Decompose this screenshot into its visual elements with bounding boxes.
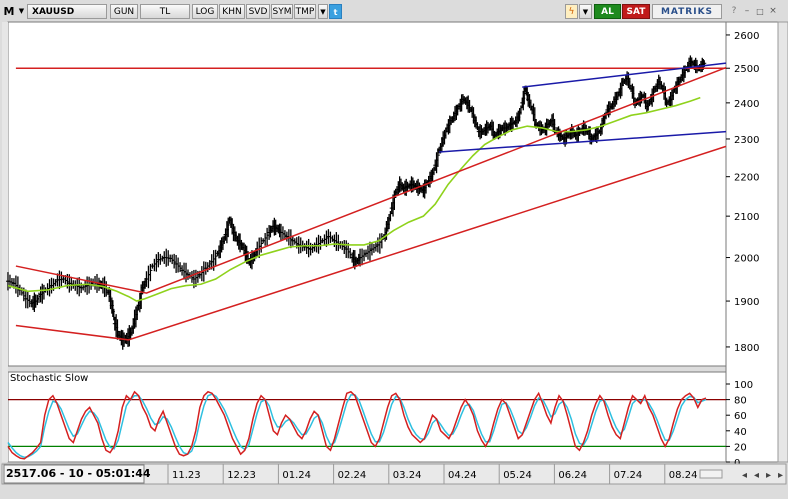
sell-button[interactable]: SAT (622, 4, 650, 19)
khn-button[interactable]: KHN (219, 4, 245, 19)
oscillator-axis-label: 20 (734, 442, 747, 453)
help-icon[interactable]: ? (731, 6, 737, 16)
time-axis-label: 05.24 (503, 470, 532, 481)
tmp-button[interactable]: TMP (294, 4, 316, 19)
price-axis-label: 2400 (734, 99, 759, 110)
time-axis-label: 02.24 (338, 470, 367, 481)
currency-tl-button[interactable]: TL (140, 4, 190, 19)
y-axis-panel (725, 21, 779, 463)
scroll-arrow-icon[interactable]: ◂ (754, 470, 759, 481)
scroll-arrow-icon[interactable]: ◂ (742, 470, 747, 481)
time-axis-label: 04.24 (448, 470, 477, 481)
price-axis-label: 1900 (734, 297, 759, 308)
time-axis-label: 08.24 (669, 470, 698, 481)
triangle-upper-trendline (522, 62, 727, 88)
lightning-icon[interactable]: ϟ (565, 4, 578, 19)
cursor-readout-box (3, 464, 145, 484)
oscillator-axis-label: 100 (734, 380, 753, 391)
options-dropdown-icon[interactable]: ▼ (579, 4, 592, 19)
oscillator-axis-label: 80 (734, 396, 747, 407)
oscillator-axis-label: 60 (734, 411, 747, 422)
price-axis-label: 1800 (734, 343, 759, 354)
matriks-logo: MATRIKS (652, 4, 722, 19)
oscillator-plot-area (7, 371, 727, 463)
close-icon[interactable]: × (769, 6, 777, 16)
time-axis-bar (1, 463, 787, 485)
log-scale-button[interactable]: LOG (192, 4, 218, 19)
time-axis-label: 12.23 (227, 470, 256, 481)
time-axis-label: 11.23 (172, 470, 201, 481)
oscillator-axis-label: 40 (734, 427, 747, 438)
vertical-scrollbar (777, 21, 788, 463)
oscillator-title: Stochastic Slow (10, 373, 88, 384)
price-axis-label: 2000 (734, 254, 759, 265)
period-gun-button[interactable]: GUN (110, 4, 138, 19)
cursor-readout: 2517.06 - 10 - 05:01:44 (6, 467, 151, 480)
time-axis-label: 01.24 (282, 470, 311, 481)
scroll-arrow-icon[interactable]: ▸ (778, 470, 783, 481)
triangle-lower-trendline (439, 130, 727, 153)
price-plot-area (7, 21, 727, 367)
chart-toolbar: M ▼ XAUUSD GUN TL LOG KHN SVD SYM TMP ▼ … (0, 4, 788, 21)
symbol-dropdown-icon[interactable]: ▼ (18, 7, 25, 15)
buy-button[interactable]: AL (594, 4, 621, 19)
tmp-dropdown-icon[interactable]: ▼ (318, 4, 328, 19)
sym-button[interactable]: SYM (271, 4, 293, 19)
svd-button[interactable]: SVD (246, 4, 270, 19)
price-axis-label: 2200 (734, 173, 759, 184)
stochastic-k-line (7, 390, 707, 460)
horizontal-scroll-thumb (699, 469, 723, 479)
price-axis-label: 2100 (734, 212, 759, 223)
scroll-arrow-icon[interactable]: ▸ (766, 470, 771, 481)
twitter-icon[interactable]: t (329, 4, 342, 19)
lower-channel-trendline (15, 145, 727, 341)
time-axis-label: 03.24 (393, 470, 422, 481)
left-gutter (2, 22, 8, 462)
upper-channel-trendline (15, 66, 727, 294)
price-axis-label: 2500 (734, 64, 759, 75)
maximize-icon[interactable]: □ (756, 7, 764, 16)
time-axis-label: 07.24 (614, 470, 643, 481)
symbol-field[interactable]: XAUUSD (27, 4, 107, 19)
minimize-icon[interactable]: – (744, 6, 750, 16)
stochastic-d-line (7, 393, 707, 459)
time-axis-label: 06.24 (558, 470, 587, 481)
moving-average-line (7, 96, 701, 302)
price-axis-label: 2300 (734, 135, 759, 146)
price-axis-label: 2600 (734, 31, 759, 42)
chart-menu-button[interactable]: M (3, 5, 15, 18)
